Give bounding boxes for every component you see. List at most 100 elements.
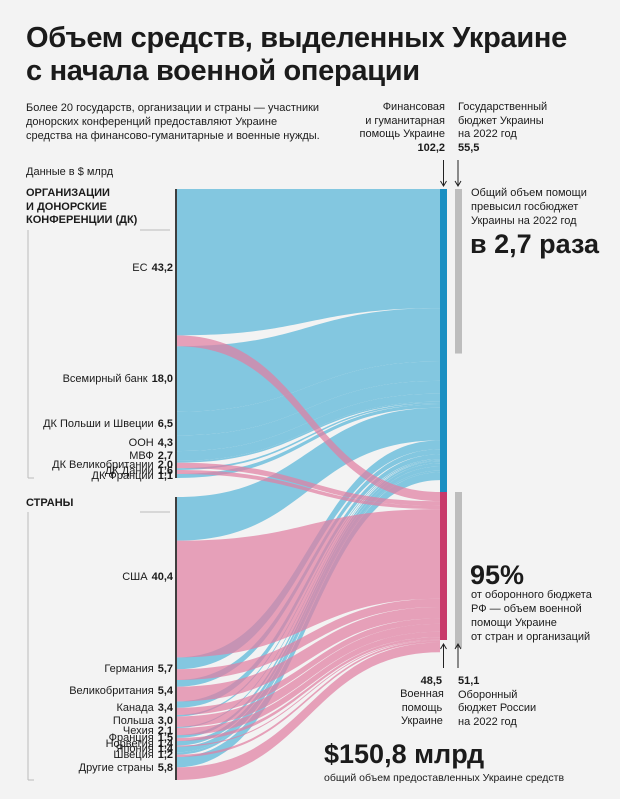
source-value: 3,4	[157, 702, 173, 715]
flow-Канада	[177, 618, 440, 715]
source-label: Великобритания 5,4	[20, 685, 173, 697]
lead-line: средства на финансово-гуманитарные и вое…	[26, 130, 320, 142]
source-name: Великобритания	[69, 684, 154, 697]
flow-ДК Великобритании	[177, 462, 440, 506]
source-value: 43,2	[151, 261, 173, 274]
source-label: Польша 3,0	[20, 715, 173, 727]
russia-budget-line: бюджет России	[458, 702, 537, 714]
source-value: 40,4	[151, 571, 173, 584]
military-footer-line: Украине	[401, 715, 443, 727]
flow-США	[177, 509, 440, 658]
share-note: от оборонного бюджета РФ — объем военной…	[471, 588, 616, 644]
source-value: 1,5	[157, 732, 173, 745]
group-bracket	[27, 512, 34, 781]
budget-ukraine-bar	[455, 189, 462, 354]
source-label: ДК Польши и Швеции 6,5	[20, 418, 173, 430]
orgs-group-line: ОРГАНИЗАЦИИ	[26, 187, 110, 199]
flow-ДК Франции	[177, 404, 440, 478]
source-name: Норвегия	[105, 737, 154, 750]
source-name: ООН	[128, 437, 154, 450]
russia-budget-line: на 2022 год	[458, 715, 517, 728]
source-label: МВФ 2,7	[20, 450, 173, 462]
share-note-line: РФ — объем военной	[471, 603, 582, 615]
source-name: Франция	[108, 732, 154, 745]
share-value: 95%	[470, 560, 525, 590]
military-footer: 48,5	[376, 675, 442, 689]
flow-Швеция	[177, 640, 440, 757]
source-value: 2,7	[157, 449, 173, 462]
source-label: Всемирный банк 18,0	[20, 373, 173, 385]
source-value: 5,4	[157, 684, 173, 697]
ratio-note-line: Украины на 2022 год	[471, 215, 577, 227]
orgs-group-line: КОНФЕРЕНЦИИ (ДК)	[26, 214, 138, 226]
source-value: 1,6	[157, 465, 173, 478]
source-value: 1,4	[157, 743, 173, 756]
arrow-up-icon	[454, 643, 462, 668]
flow-США	[177, 407, 440, 541]
source-label: Германия 5,7	[20, 663, 173, 675]
source-name: США	[122, 571, 148, 584]
russia-budget-bar	[455, 492, 462, 648]
lead-line: донорских конференций предоставляют Укра…	[26, 116, 278, 128]
flow-Великобритания	[177, 607, 440, 702]
ratio-note-line: превысил госбюджет	[471, 201, 579, 213]
page-title: Объем средств, выделенных Украине с нача…	[26, 22, 606, 88]
military-footer-label: Военная помощь Украине	[386, 688, 458, 729]
source-value: 1,1	[157, 469, 173, 482]
source-label: Япония 1,4	[20, 743, 174, 756]
flow-ДК Польши и Швеции	[177, 361, 440, 436]
source-label: ООН 4,3	[20, 437, 173, 449]
source-value: 2,1	[157, 724, 173, 737]
russia-budget-footer: 51,1 Оборонный бюджет России на 2022 год	[458, 675, 578, 729]
source-name: ДК Дании	[104, 465, 154, 478]
source-label: Другие страны 5,8	[20, 762, 173, 774]
source-name: ДК Польши и Швеции	[43, 417, 154, 430]
flow-Норвегия	[177, 639, 440, 747]
countries-group-label: СТРАНЫ	[26, 497, 74, 509]
source-value: 3,0	[157, 714, 173, 727]
source-name: Германия	[104, 662, 154, 675]
financial-bar	[440, 189, 447, 492]
financial-header-line: Финансовая	[382, 101, 445, 113]
source-value: 1,2	[157, 748, 173, 761]
arrow-down-icon	[454, 160, 462, 187]
source-value: 18,0	[151, 372, 173, 385]
lead-text: Более 20 государств, организации и стран…	[26, 101, 346, 143]
source-name: Польша	[112, 714, 154, 727]
source-label: ДК Дании 1,6	[20, 465, 173, 477]
total-value: $150,8 млрд	[324, 739, 485, 769]
source-value: 2,0	[157, 458, 173, 471]
budget-total: 55,5	[458, 141, 480, 154]
russia-budget-total: 51,1	[458, 675, 480, 687]
military-total: 48,5	[420, 675, 442, 687]
source-name: Япония	[115, 743, 154, 756]
title-line-1: Объем средств, выделенных Украине	[26, 22, 567, 54]
orgs-group-line: И ДОНОРСКИЕ	[26, 200, 107, 213]
ratio-note: Общий объем помощи превысил госбюджет Ук…	[471, 186, 611, 228]
flow-ДК Дании	[177, 403, 440, 470]
budget-column-header: Государственный бюджет Украины на 2022 г…	[458, 101, 568, 155]
title-line-2: с начала военной операции	[26, 55, 420, 87]
budget-header-line: бюджет Украины	[458, 114, 544, 127]
military-footer-line: помощь	[401, 701, 443, 714]
source-value: 4,3	[157, 437, 173, 450]
source-name: Чехия	[122, 724, 154, 737]
ratio-note-line: Общий объем помощи	[471, 187, 587, 199]
source-label: Франция 1,5	[20, 732, 173, 744]
financial-header-line: помощь Украине	[359, 128, 445, 140]
financial-header-line: и гуманитарная	[365, 114, 445, 127]
source-label: США 40,4	[20, 571, 173, 583]
flow-Чехия	[177, 631, 440, 736]
source-value: 6,5	[157, 417, 173, 430]
financial-total: 102,2	[417, 141, 445, 154]
flow-Франция	[177, 637, 440, 742]
source-label: Норвегия 1,4	[20, 738, 173, 750]
orgs-group-label: ОРГАНИЗАЦИИ И ДОНОРСКИЕ КОНФЕРЕНЦИИ (ДК)	[26, 187, 137, 228]
share-note-line: от стран и организаций	[471, 631, 591, 643]
total-label: общий объем предоставленных Украине сред…	[324, 772, 565, 784]
source-label: Швеция 1,2	[20, 749, 173, 761]
flow-МВФ	[177, 393, 440, 461]
military-footer-line: Военная	[400, 688, 444, 700]
source-name: ДК Франции	[91, 469, 154, 482]
